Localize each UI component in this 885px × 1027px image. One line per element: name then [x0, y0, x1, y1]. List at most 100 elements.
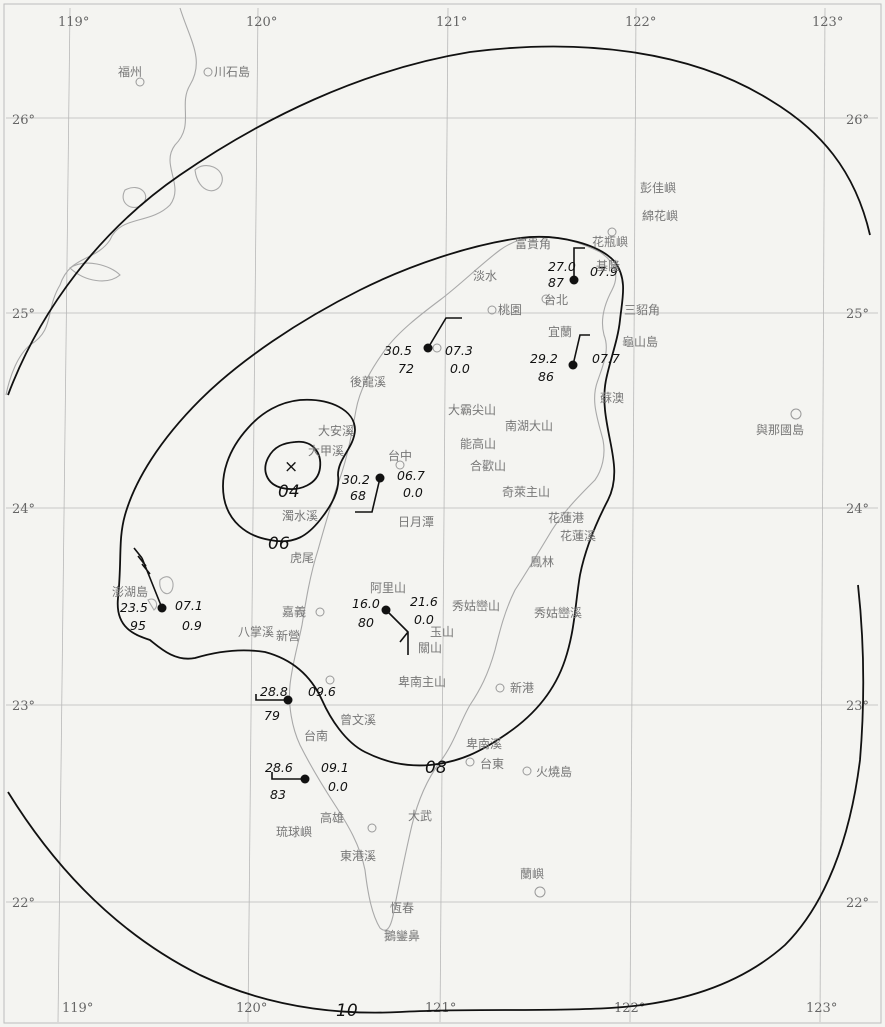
lat-label-right: 26° [846, 113, 869, 128]
fujian-islands [69, 165, 223, 282]
station-humidity: 68 [350, 488, 366, 503]
place-label: 虎尾 [290, 551, 314, 565]
place-label: 大安溪 [318, 423, 354, 438]
station-alishan: 16.0 21.6 80 0.0 [352, 594, 438, 655]
wind-barb [255, 694, 288, 701]
station-humidity: 86 [538, 369, 554, 384]
station-pressure: 28.8 [260, 684, 288, 699]
place-label: 與那國島 [756, 422, 804, 437]
longitude-labels: 119° 120° 121° 122° 123° 119° 120° 121° … [58, 15, 843, 1016]
lat-label-left: 25° [12, 307, 35, 322]
station-rain: 0.0 [328, 779, 348, 794]
station-rain: 0.0 [450, 361, 470, 376]
place-label: 曾文溪 [340, 712, 376, 727]
station-humidity: 83 [270, 787, 286, 802]
place-label: 桃園 [498, 302, 522, 317]
lon-label-bottom: 121° [425, 1001, 456, 1016]
isobar-label-10: 10 [336, 1001, 358, 1021]
town-marker [203, 67, 213, 77]
lon-label-top: 119° [58, 15, 89, 30]
lat-label-right: 25° [846, 307, 869, 322]
place-label: 秀姑巒溪 [534, 605, 582, 620]
station-hsinchu: 30.5 07.3 72 0.0 [384, 317, 473, 376]
place-label: 蘇澳 [600, 391, 624, 405]
lat-label-right: 23° [846, 699, 869, 714]
station-rain: 0.9 [182, 618, 202, 633]
isobar-08 [116, 235, 625, 767]
place-label: 東港溪 [340, 849, 376, 863]
town-marker [367, 823, 377, 833]
island-marker [534, 886, 546, 898]
station-humidity: 80 [358, 615, 374, 630]
place-label: 能高山 [460, 436, 496, 451]
station-humidity: 72 [398, 361, 414, 376]
place-label: 台中 [388, 448, 412, 463]
place-label: 富貴角 [515, 236, 551, 251]
isobar-04 [264, 440, 322, 490]
place-label: 八掌溪 [238, 625, 274, 639]
place-label: 台東 [480, 756, 504, 771]
station-pressure: 29.2 [530, 351, 558, 366]
place-label: 大霸尖山 [448, 403, 496, 417]
station-temp: 09.1 [321, 760, 349, 775]
wind-barb [271, 772, 305, 780]
lon-label-bottom: 120° [236, 1001, 267, 1016]
town-marker [315, 607, 325, 617]
place-label: 宜蘭 [548, 324, 572, 339]
town-marker [487, 305, 497, 315]
place-label: 基隆 [596, 258, 620, 273]
place-label: 蘭嶼 [520, 867, 544, 881]
place-label: 新營 [276, 628, 300, 643]
place-label: 新港 [510, 680, 534, 695]
latitude-labels: 26° 25° 24° 23° 22° 26° 25° 24° 23° 22° [12, 113, 869, 911]
wind-barb [133, 547, 163, 609]
penghu-islands [147, 576, 174, 611]
lon-label-top: 121° [436, 15, 467, 30]
place-label: 卑南溪 [466, 736, 502, 751]
map-frame [3, 3, 882, 1024]
station-pressure: 16.0 [352, 596, 380, 611]
place-label: 後龍溪 [350, 374, 386, 389]
town-marker [135, 77, 145, 87]
station-pressure: 23.5 [120, 600, 148, 615]
place-label: 阿里山 [370, 581, 406, 595]
place-labels: 福州 川石島 彭佳嶼 綿花嶼 花瓶嶼 富貴角 基隆 淡水 台北 桃園 三貂角 龜… [112, 64, 804, 943]
town-marker [432, 343, 442, 353]
place-label: 濁水溪 [282, 509, 318, 523]
weather-stations: 27.0 07.9 87 30.5 07.3 72 0.0 29.2 07.7 … [120, 247, 620, 802]
station-temp: 09.6 [308, 684, 336, 699]
place-label: 關山 [418, 641, 442, 655]
lon-label-top: 120° [246, 15, 277, 30]
wind-barb [355, 477, 381, 513]
town-marker [495, 683, 505, 693]
place-label: 澎湖島 [112, 584, 148, 599]
graticule [6, 7, 878, 1023]
place-label: 卑南主山 [398, 674, 446, 689]
place-label: 秀姑巒山 [452, 598, 500, 613]
place-label: 綿花嶼 [642, 208, 678, 223]
place-label: 日月潭 [398, 515, 434, 529]
place-label: 花蓮溪 [560, 528, 596, 543]
place-label: 彭佳嶼 [640, 181, 676, 195]
place-label: 大甲溪 [308, 444, 344, 458]
place-label: 高雄 [320, 810, 344, 825]
station-temp: 21.6 [410, 594, 438, 609]
lon-label-top: 122° [625, 15, 656, 30]
place-label: 南湖大山 [505, 418, 553, 433]
place-label: 花瓶嶼 [592, 234, 628, 249]
place-label: 鳳林 [530, 555, 554, 569]
place-label: 恆春 [390, 901, 414, 915]
isobar-10-upper [7, 45, 871, 396]
town-marker [607, 227, 617, 237]
place-label: 琉球嶼 [276, 825, 312, 839]
station-tainan: 28.8 09.6 79 [255, 684, 336, 723]
isobar-label-04: 04 [278, 482, 300, 502]
isobar-label-06: 06 [268, 534, 290, 554]
lat-label-left: 26° [12, 113, 35, 128]
lon-label-bottom: 123° [806, 1001, 837, 1016]
town-marker [541, 294, 551, 304]
station-pressure: 27.0 [548, 259, 576, 274]
wind-barb [572, 334, 590, 366]
station-kaohsiung: 28.6 09.1 83 0.0 [265, 760, 349, 802]
